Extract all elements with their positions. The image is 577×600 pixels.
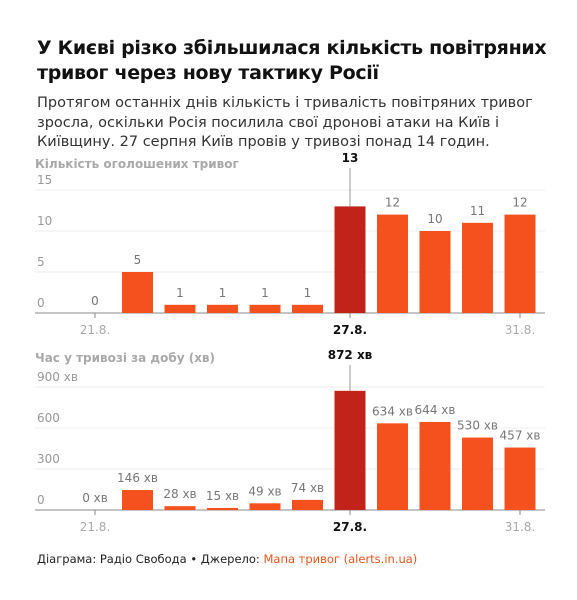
value-label: 10 [427,212,442,226]
value-label: 872 хв [328,348,373,362]
source-link[interactable]: Мапа тривог (alerts.in.ua) [263,552,418,566]
value-label: 74 хв [291,481,324,495]
y-tick-label: 15 [37,173,52,187]
value-label: 11 [470,204,485,218]
bar [504,214,536,313]
y-tick-label: 900 хв [37,370,78,384]
chart-title: Кількість оголошених тривог [35,157,239,171]
value-label: 146 хв [117,471,158,485]
bar [249,503,281,510]
bar [164,304,196,313]
bar [292,304,323,313]
value-label: 1 [261,286,269,300]
bar [419,231,451,313]
bar [122,490,153,510]
x-tick-label: 21.8. [80,323,111,337]
value-label: 0 [91,294,99,308]
bar [122,272,153,313]
bar [334,206,366,313]
credit: Діаграма: Радіо Свобода • Джерело: [37,552,264,566]
value-label: 1 [304,286,312,300]
bar [249,304,281,313]
bar [377,214,408,313]
value-label: 5 [134,253,142,267]
y-tick-label: 0 [37,296,45,310]
y-tick-label: 300 [37,452,60,466]
bar [207,304,238,313]
subtitle: Протягом останніх днів кількість і трива… [37,95,533,150]
bar [207,507,238,510]
bar [334,390,366,510]
x-tick-label: 31.8. [505,323,536,337]
y-tick-label: 5 [37,255,45,269]
value-label: 644 хв [415,403,456,417]
bar [462,222,493,313]
y-tick-label: 600 [37,411,60,425]
value-label: 1 [176,286,184,300]
bar [419,421,451,510]
value-label: 530 хв [457,419,498,433]
value-label: 12 [512,196,527,210]
x-tick-label: 27.8. [333,323,367,337]
footer: Діаграма: Радіо Свобода • Джерело: Мапа … [37,552,417,566]
chart-title: Час у тривозі за добу (хв) [35,351,215,365]
y-tick-label: 0 [37,493,45,507]
value-label: 28 хв [163,487,196,501]
bar [292,499,323,510]
x-tick-label: 21.8. [80,520,111,534]
value-label: 634 хв [372,404,413,418]
x-tick-label: 27.8. [333,520,367,534]
value-label: 13 [342,151,359,165]
page-title: У Києві різко збільшилася кількість пові… [37,37,547,84]
x-tick-label: 31.8. [505,520,536,534]
bar [377,423,408,510]
y-tick-label: 10 [37,214,52,228]
value-label: 49 хв [248,484,281,498]
value-label: 12 [385,196,400,210]
bar [504,447,536,510]
value-label: 15 хв [206,489,239,503]
value-label: 1 [219,286,227,300]
bar [462,437,493,510]
value-label: 457 хв [500,429,541,443]
bar [164,506,196,510]
value-label: 0 хв [82,491,108,505]
